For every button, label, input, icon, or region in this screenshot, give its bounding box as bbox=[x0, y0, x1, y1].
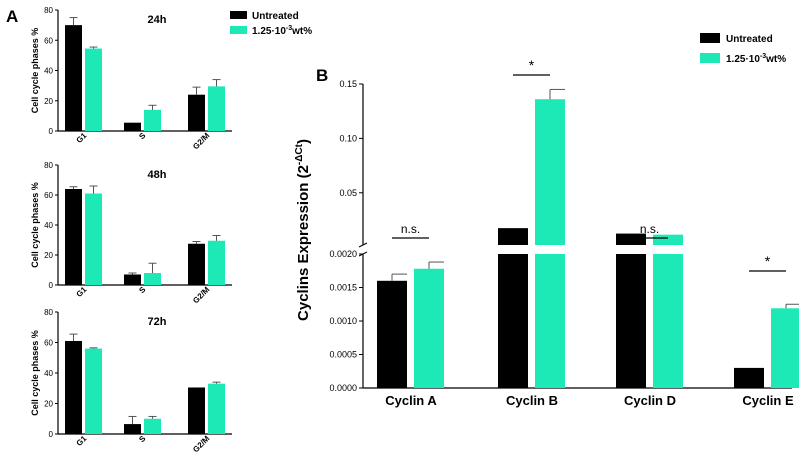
y-tick-label: 0.10 bbox=[339, 133, 357, 143]
bar-treated bbox=[144, 273, 161, 285]
y-tick-label: 60 bbox=[44, 191, 53, 200]
category-label: Cyclin E bbox=[742, 393, 794, 408]
y-tick-label: 0 bbox=[49, 127, 54, 136]
bar-untreated bbox=[65, 25, 82, 131]
bar-untreated bbox=[188, 387, 205, 434]
y-axis-label: Cyclins Expression (2-ΔCt) bbox=[294, 139, 312, 321]
small-chart-2: 0 20 40 60 80 72h Cell cycle phases % G1 S G2/M bbox=[30, 308, 232, 454]
bar-untreated bbox=[124, 424, 141, 434]
legend-b-untreated-swatch bbox=[700, 33, 720, 43]
category-label: Cyclin D bbox=[624, 393, 676, 408]
bar-treated-lower bbox=[535, 254, 565, 388]
category-label: G2/M bbox=[191, 131, 211, 151]
y-tick-label: 0 bbox=[49, 430, 54, 439]
y-tick-label: 0.0005 bbox=[329, 350, 357, 360]
bar-treated bbox=[144, 109, 161, 131]
bar-untreated-lower bbox=[616, 254, 646, 388]
y-tick-label: 20 bbox=[44, 400, 53, 409]
category-label: Cyclin A bbox=[385, 393, 437, 408]
y-tick-label: 0.05 bbox=[339, 188, 357, 198]
bar-treated bbox=[85, 48, 102, 131]
bar-untreated bbox=[188, 243, 205, 285]
category-label: G1 bbox=[75, 434, 89, 448]
chart-title: 48h bbox=[148, 169, 167, 181]
bar-untreated bbox=[65, 189, 82, 285]
category-label: G1 bbox=[75, 285, 89, 299]
bar-treated-upper bbox=[653, 234, 683, 245]
panel-label-b: B bbox=[316, 66, 328, 85]
category-label: G2/M bbox=[191, 434, 211, 454]
category-label: S bbox=[137, 434, 148, 445]
chart-title: 24h bbox=[148, 14, 167, 26]
bar-treated bbox=[85, 193, 102, 285]
bar-untreated bbox=[377, 280, 407, 388]
y-tick-label: 40 bbox=[44, 369, 53, 378]
bar-treated-upper bbox=[535, 99, 565, 245]
bar-treated bbox=[414, 268, 444, 388]
bar-treated bbox=[144, 418, 161, 434]
bar-untreated bbox=[124, 274, 141, 285]
y-tick-label: 80 bbox=[44, 161, 53, 170]
y-tick-label: 40 bbox=[44, 67, 53, 76]
category-label: S bbox=[137, 131, 148, 142]
y-tick-label: 0.0000 bbox=[329, 383, 357, 393]
y-tick-label: 0.0020 bbox=[329, 249, 357, 259]
bar-untreated-lower bbox=[498, 254, 528, 388]
bar-treated bbox=[771, 308, 799, 388]
y-tick-label: 20 bbox=[44, 251, 53, 260]
category-label: Cyclin B bbox=[506, 393, 558, 408]
y-tick-label: 0.0015 bbox=[329, 283, 357, 293]
bar-untreated-upper bbox=[616, 233, 646, 245]
y-axis-label: Cell cycle phases % bbox=[30, 330, 40, 416]
legend-a-treated-label: 1.25·10-3wt% bbox=[252, 25, 312, 37]
bar-untreated bbox=[188, 94, 205, 131]
bar-untreated bbox=[65, 340, 82, 434]
bar-treated bbox=[208, 383, 225, 434]
panel-label-a: A bbox=[6, 7, 18, 26]
small-chart-0: 0 20 40 60 80 24h Cell cycle phases % G1 S G2/M bbox=[30, 6, 232, 151]
bar-treated-lower bbox=[653, 254, 683, 388]
bar-untreated-upper bbox=[498, 228, 528, 245]
bar-treated bbox=[208, 86, 225, 131]
legend-b-treated-label: 1.25·10-3wt% bbox=[726, 53, 786, 65]
significance-label: * bbox=[765, 253, 771, 269]
legend-b-untreated-label: Untreated bbox=[726, 34, 773, 45]
y-tick-label: 80 bbox=[44, 308, 53, 317]
charts: 0 20 40 60 80 24h Cell cycle phases % G1 S G2/M 0 2… bbox=[30, 6, 799, 454]
bar-treated bbox=[208, 240, 225, 285]
category-label: G1 bbox=[75, 131, 89, 145]
small-chart-1: 0 20 40 60 80 48h Cell cycle phases % G1 S G2/M bbox=[30, 161, 232, 305]
legend-a: Untreated 1.25·10-3wt% bbox=[230, 11, 312, 37]
legend-a-untreated-label: Untreated bbox=[252, 11, 299, 22]
y-tick-label: 80 bbox=[44, 6, 53, 15]
y-tick-label: 60 bbox=[44, 339, 53, 348]
chart-title: 72h bbox=[148, 316, 167, 328]
significance-label: n.s. bbox=[640, 222, 659, 236]
significance-label: n.s. bbox=[401, 222, 420, 236]
legend-b: Untreated 1.25·10-3wt% bbox=[700, 33, 786, 65]
cyclin-chart: 0.0000 0.0005 0.0010 0.0015 0.0020 0.05 0.10 0.… bbox=[294, 57, 799, 408]
significance-label: * bbox=[529, 57, 535, 73]
y-axis-label: Cell cycle phases % bbox=[30, 182, 40, 268]
bar-untreated bbox=[124, 122, 141, 131]
y-tick-label: 40 bbox=[44, 221, 53, 230]
y-tick-label: 60 bbox=[44, 36, 53, 45]
legend-b-treated-swatch bbox=[700, 53, 720, 63]
axis-break-mark bbox=[358, 242, 368, 248]
y-tick-label: 0 bbox=[49, 281, 54, 290]
legend-a-untreated-swatch bbox=[230, 11, 247, 19]
y-tick-label: 0.0010 bbox=[329, 316, 357, 326]
category-label: S bbox=[137, 285, 148, 296]
category-label: G2/M bbox=[191, 285, 211, 305]
y-tick-label: 20 bbox=[44, 97, 53, 106]
legend-a-treated-swatch bbox=[230, 26, 247, 34]
y-tick-label: 0.15 bbox=[339, 79, 357, 89]
y-axis-label: Cell cycle phases % bbox=[30, 28, 40, 114]
bar-treated bbox=[85, 348, 102, 434]
bar-untreated bbox=[734, 367, 764, 388]
